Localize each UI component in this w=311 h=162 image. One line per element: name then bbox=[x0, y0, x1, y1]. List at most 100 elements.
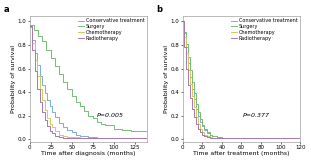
Radiotherapy bbox=[137, 137, 141, 139]
Surgery bbox=[57, 73, 61, 75]
Conservative treatment bbox=[259, 137, 263, 139]
Legend: Conservative treatment, Surgery, Chemotherapy, Radiotherapy: Conservative treatment, Surgery, Chemoth… bbox=[78, 18, 145, 41]
Surgery bbox=[104, 124, 107, 126]
Chemotherapy bbox=[259, 137, 263, 139]
Surgery bbox=[190, 81, 194, 82]
Conservative treatment bbox=[78, 135, 82, 137]
Radiotherapy bbox=[40, 111, 44, 113]
Conservative treatment bbox=[38, 75, 42, 77]
Conservative treatment bbox=[45, 99, 49, 101]
Radiotherapy bbox=[215, 137, 219, 139]
Chemotherapy bbox=[146, 137, 149, 139]
Surgery bbox=[220, 137, 224, 139]
Surgery bbox=[208, 133, 212, 135]
Radiotherapy bbox=[230, 137, 234, 139]
Conservative treatment bbox=[112, 137, 116, 139]
Chemotherapy bbox=[215, 137, 219, 139]
Line: Surgery: Surgery bbox=[183, 21, 300, 138]
Radiotherapy bbox=[104, 137, 107, 139]
Surgery bbox=[239, 137, 243, 139]
Legend: Conservative treatment, Surgery, Chemotherapy, Radiotherapy: Conservative treatment, Surgery, Chemoth… bbox=[231, 18, 298, 41]
Surgery bbox=[298, 137, 302, 139]
Radiotherapy bbox=[208, 137, 212, 139]
Line: Radiotherapy: Radiotherapy bbox=[183, 21, 300, 138]
Conservative treatment bbox=[74, 133, 78, 135]
Surgery bbox=[66, 88, 69, 90]
Conservative treatment bbox=[196, 115, 200, 117]
Radiotherapy bbox=[33, 70, 37, 72]
Conservative treatment bbox=[200, 125, 204, 127]
Chemotherapy bbox=[298, 137, 302, 139]
Chemotherapy bbox=[190, 95, 194, 97]
Conservative treatment bbox=[53, 116, 57, 118]
Surgery bbox=[99, 123, 103, 125]
Surgery bbox=[129, 130, 132, 132]
Surgery bbox=[205, 131, 209, 133]
Surgery bbox=[187, 56, 190, 58]
Text: a: a bbox=[4, 6, 9, 14]
Conservative treatment bbox=[35, 64, 39, 66]
Radiotherapy bbox=[48, 130, 52, 132]
Radiotherapy bbox=[30, 49, 34, 51]
Chemotherapy bbox=[120, 137, 124, 139]
Chemotherapy bbox=[35, 75, 39, 77]
Radiotherapy bbox=[202, 135, 206, 137]
Conservative treatment bbox=[298, 137, 302, 139]
Surgery bbox=[185, 43, 188, 45]
Surgery bbox=[188, 69, 192, 71]
Radiotherapy bbox=[45, 125, 49, 127]
X-axis label: Time after treatment (months): Time after treatment (months) bbox=[193, 151, 290, 156]
Surgery bbox=[120, 129, 124, 131]
Conservative treatment bbox=[137, 137, 141, 139]
Chemotherapy bbox=[45, 117, 49, 119]
Surgery bbox=[91, 117, 95, 119]
Radiotherapy bbox=[50, 132, 54, 134]
Radiotherapy bbox=[70, 137, 73, 139]
Radiotherapy bbox=[210, 137, 214, 139]
Radiotherapy bbox=[298, 137, 302, 139]
Radiotherapy bbox=[129, 137, 132, 139]
Surgery bbox=[230, 137, 234, 139]
Conservative treatment bbox=[208, 133, 212, 135]
Surgery bbox=[210, 135, 214, 137]
Surgery bbox=[137, 130, 141, 132]
Radiotherapy bbox=[183, 46, 186, 48]
Conservative treatment bbox=[66, 129, 69, 131]
Chemotherapy bbox=[129, 137, 132, 139]
Radiotherapy bbox=[57, 136, 61, 138]
Chemotherapy bbox=[95, 137, 99, 139]
Surgery bbox=[44, 49, 48, 51]
Chemotherapy bbox=[137, 137, 141, 139]
Chemotherapy bbox=[53, 130, 57, 132]
Chemotherapy bbox=[196, 123, 200, 125]
Conservative treatment bbox=[61, 127, 65, 128]
Surgery bbox=[78, 105, 82, 107]
Chemotherapy bbox=[57, 133, 61, 135]
Radiotherapy bbox=[78, 137, 82, 139]
Surgery bbox=[259, 137, 263, 139]
Surgery bbox=[40, 40, 44, 42]
Surgery bbox=[53, 65, 57, 67]
Radiotherapy bbox=[28, 25, 31, 27]
Chemotherapy bbox=[194, 116, 198, 118]
Radiotherapy bbox=[87, 137, 91, 139]
Radiotherapy bbox=[200, 133, 204, 135]
Radiotherapy bbox=[185, 68, 188, 69]
Chemotherapy bbox=[33, 59, 37, 61]
Chemotherapy bbox=[205, 135, 209, 137]
Chemotherapy bbox=[87, 137, 91, 139]
Conservative treatment bbox=[220, 137, 224, 139]
Surgery bbox=[70, 95, 73, 97]
Conservative treatment bbox=[40, 84, 44, 86]
Surgery bbox=[61, 81, 65, 82]
Surgery bbox=[202, 128, 206, 130]
Text: b: b bbox=[157, 6, 163, 14]
Surgery bbox=[181, 20, 184, 22]
Conservative treatment bbox=[230, 137, 234, 139]
Radiotherapy bbox=[259, 137, 263, 139]
Conservative treatment bbox=[193, 98, 196, 100]
Chemotherapy bbox=[48, 123, 52, 125]
Radiotherapy bbox=[120, 137, 124, 139]
Conservative treatment bbox=[202, 129, 206, 131]
Radiotherapy bbox=[193, 116, 196, 118]
